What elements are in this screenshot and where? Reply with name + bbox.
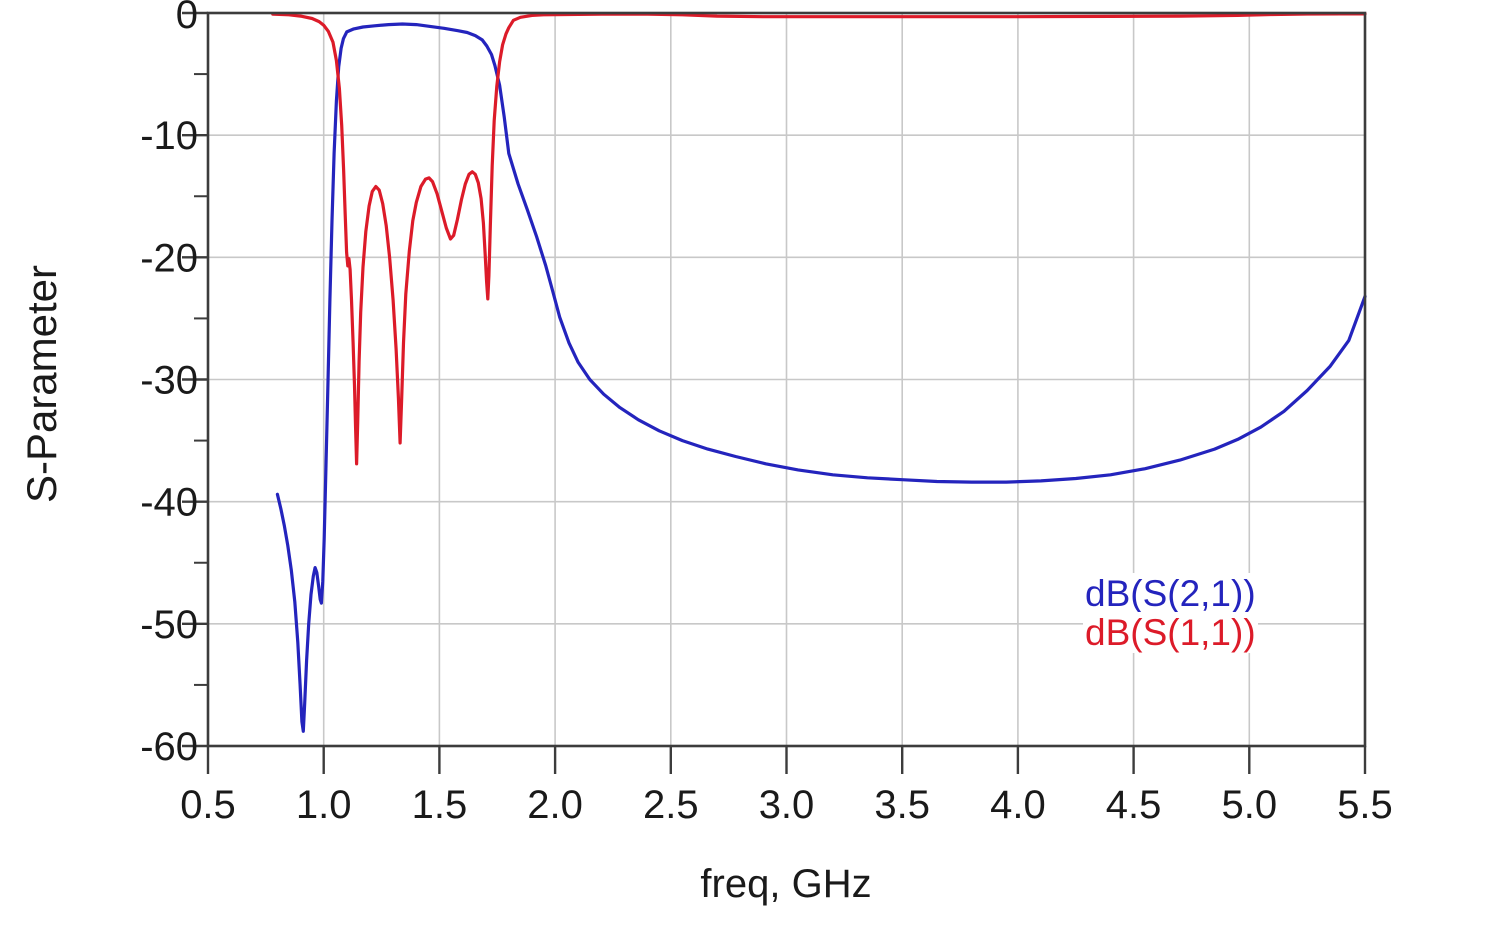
y-tick-label: -60 bbox=[140, 725, 198, 769]
x-tick-label: 5.0 bbox=[1221, 783, 1277, 827]
legend: dB(S(2,1)) dB(S(1,1)) bbox=[1083, 573, 1258, 653]
x-tick-label: 5.5 bbox=[1337, 783, 1393, 827]
x-tick-label: 1.5 bbox=[412, 783, 468, 827]
legend-label-s11: dB(S(1,1)) bbox=[1083, 612, 1258, 653]
y-tick-label: -10 bbox=[140, 114, 198, 158]
x-tick-label: 2.5 bbox=[643, 783, 699, 827]
x-tick-label: 1.0 bbox=[296, 783, 352, 827]
x-tick-label: 2.0 bbox=[527, 783, 583, 827]
x-tick-label: 3.5 bbox=[874, 783, 930, 827]
y-tick-label: -30 bbox=[140, 359, 198, 403]
legend-entry-s11: dB(S(1,1)) bbox=[1083, 612, 1258, 653]
y-tick-label: -20 bbox=[140, 236, 198, 280]
x-axis-title: freq, GHz bbox=[700, 862, 872, 906]
y-tick-label: 0 bbox=[176, 0, 198, 37]
x-tick-label: 0.5 bbox=[180, 783, 236, 827]
x-tick-label: 4.0 bbox=[990, 783, 1046, 827]
y-tick-label: -40 bbox=[140, 481, 198, 525]
s11-curve bbox=[271, 12, 1367, 466]
legend-entry-s21: dB(S(2,1)) bbox=[1083, 573, 1258, 614]
y-tick-label: -50 bbox=[140, 603, 198, 647]
legend-label-s21: dB(S(2,1)) bbox=[1083, 573, 1258, 614]
s21-curve bbox=[275, 22, 1367, 733]
x-tick-label: 4.5 bbox=[1106, 783, 1162, 827]
y-axis-title: S-Parameter bbox=[18, 264, 65, 504]
x-tick-label: 3.0 bbox=[759, 783, 815, 827]
